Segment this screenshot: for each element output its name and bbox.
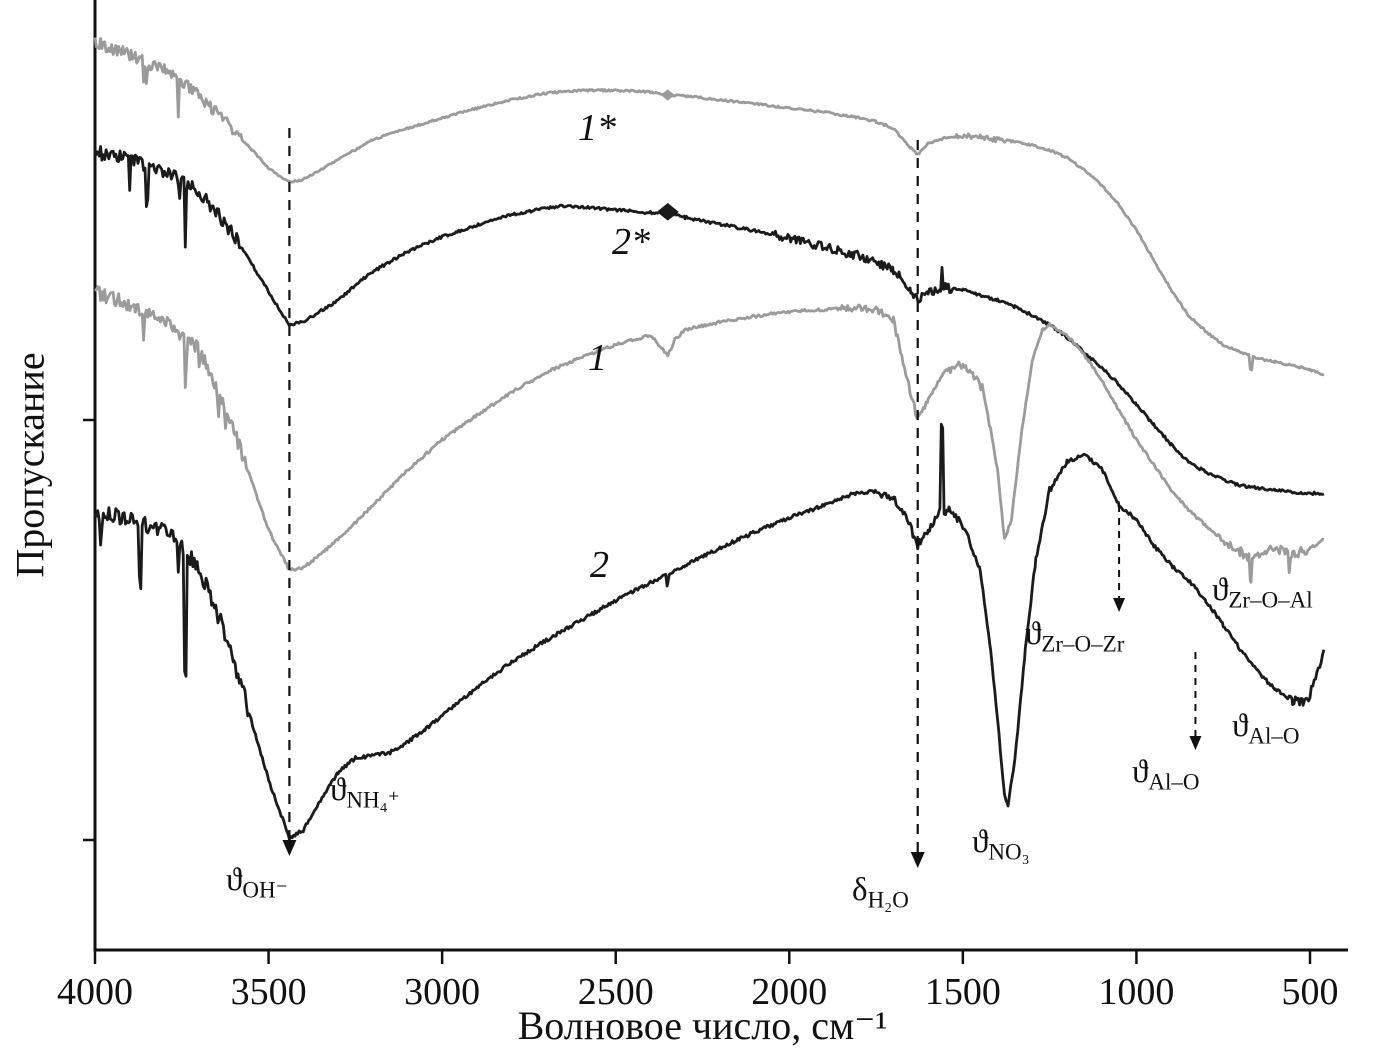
x-tick-label: 4000 (57, 971, 133, 1013)
guide-arrow-arrowhead-1050 (1113, 598, 1126, 612)
spectrum-curve-2s (93, 145, 1325, 496)
x-tick-label: 1000 (1098, 971, 1174, 1013)
x-tick-label: 3000 (404, 971, 480, 1013)
curve-marker-2s (656, 203, 679, 221)
spectrum-curve-1 (94, 285, 1325, 584)
guide-arrow-arrowhead-830 (1189, 736, 1202, 750)
guide-line-arrowhead-1630 (910, 852, 925, 868)
x-tick-label: 2000 (751, 971, 827, 1013)
x-tick-label: 2500 (578, 971, 654, 1013)
x-tick-label: 1500 (925, 971, 1001, 1013)
x-tick-label: 3500 (231, 971, 307, 1013)
spectrum-curve-1s (93, 37, 1325, 377)
curve-marker-1s (660, 89, 675, 101)
guide-line-arrowhead-3440 (282, 840, 297, 856)
spectrum-curve-2 (93, 422, 1326, 841)
x-tick-label: 500 (1282, 971, 1339, 1013)
